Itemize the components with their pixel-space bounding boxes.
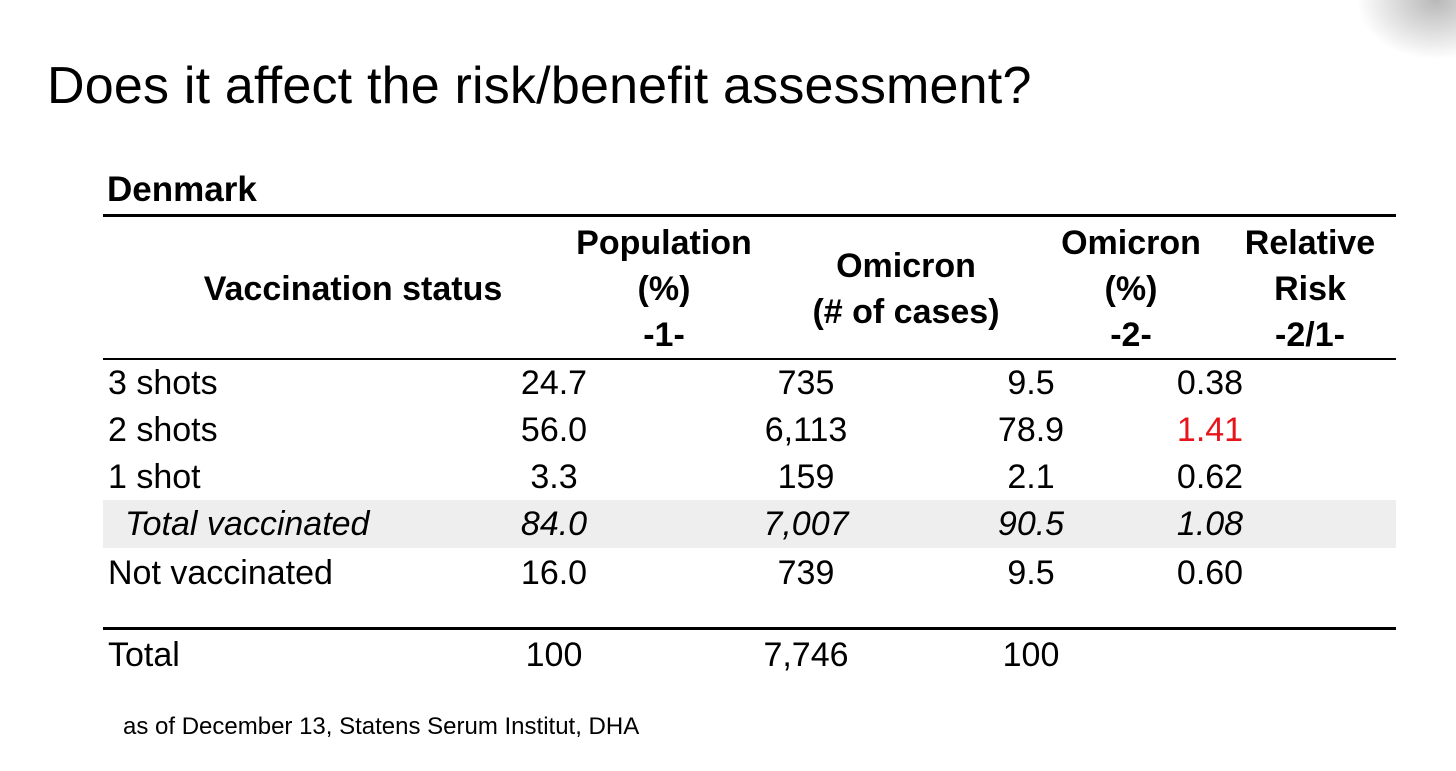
cell-population-percent: 16.0 [520, 554, 588, 592]
cell-omicron-cases: 739 [777, 554, 835, 592]
header-population-line-2: (%) [637, 270, 691, 308]
table-header-rule [103, 358, 1396, 360]
header-relative-risk-line-1: Relative [1244, 224, 1376, 262]
table-row: Not vaccinated 16.0 739 9.5 0.60 [103, 549, 1396, 597]
header-omicron-percent-line-2: (%) [1104, 270, 1158, 308]
slide-title: Does it affect the risk/benefit assessme… [47, 57, 1032, 115]
header-relative-risk-line-2: Risk [1274, 270, 1346, 308]
header-relative-risk: Relative Risk -2/1- [1210, 220, 1410, 358]
cell-vaccination-status: 3 shots [108, 364, 218, 402]
cell-relative-risk: 0.38 [1176, 364, 1244, 402]
header-vaccination-status-line-1: Vaccination status [203, 270, 503, 308]
cell-total-cases: 7,746 [763, 636, 849, 674]
header-omicron-percent: Omicron (%) -2- [1031, 220, 1231, 358]
cell-total-relative-risk [1110, 631, 1310, 679]
header-population: Population (%) -1- [544, 220, 784, 358]
cell-population-percent: 3.3 [530, 458, 578, 496]
cell-relative-risk: 1.08 [1176, 505, 1244, 543]
cell-omicron-percent: 78.9 [997, 411, 1065, 449]
cell-population-percent: 56.0 [520, 411, 588, 449]
table-top-rule [103, 214, 1396, 217]
table-row-subtotal: Total vaccinated 84.0 7,007 90.5 1.08 [103, 500, 1396, 548]
cell-omicron-cases: 6,113 [764, 411, 848, 449]
cell-omicron-percent: 9.5 [1007, 364, 1055, 402]
cell-vaccination-status: 1 shot [108, 458, 201, 496]
table-caption-country: Denmark [107, 170, 257, 209]
cell-population-percent: 84.0 [520, 505, 588, 543]
cell-vaccination-status: 2 shots [108, 411, 218, 449]
header-omicron-percent-line-3: -2- [1110, 316, 1152, 354]
header-relative-risk-line-3: -2/1- [1275, 316, 1345, 354]
table-row: 1 shot 3.3 159 2.1 0.62 [103, 453, 1396, 501]
table-row: 3 shots 24.7 735 9.5 0.38 [103, 359, 1396, 407]
table-row: 2 shots 56.0 6,113 78.9 1.41 [103, 406, 1396, 454]
cell-omicron-percent: 90.5 [997, 505, 1065, 543]
table-total-rule [103, 627, 1396, 630]
cell-population-percent: 24.7 [520, 364, 588, 402]
cell-omicron-cases: 7,007 [763, 505, 849, 543]
cell-relative-risk: 0.62 [1176, 458, 1244, 496]
header-omicron-cases-line-2: (# of cases) [812, 293, 1000, 331]
corner-shadow [1356, 0, 1456, 60]
cell-vaccination-status: Not vaccinated [108, 554, 333, 592]
cell-omicron-cases: 159 [777, 458, 835, 496]
cell-vaccination-status: Total vaccinated [125, 505, 370, 543]
source-footnote: as of December 13, Statens Serum Institu… [123, 713, 640, 740]
cell-total-population: 100 [525, 636, 583, 674]
header-omicron-cases-line-1: Omicron [836, 247, 976, 285]
table-row-total: Total 100 7,746 100 [103, 631, 1396, 679]
header-population-line-3: -1- [643, 316, 685, 354]
cell-omicron-percent: 2.1 [1007, 458, 1055, 496]
header-omicron-cases: Omicron (# of cases) [776, 243, 1036, 335]
cell-omicron-percent: 9.5 [1007, 554, 1055, 592]
cell-total-omicron-percent: 100 [1002, 636, 1060, 674]
cell-total-label: Total [108, 636, 180, 674]
header-vaccination-status: Vaccination status [103, 266, 603, 312]
header-omicron-percent-line-1: Omicron [1061, 224, 1201, 262]
cell-omicron-cases: 735 [777, 364, 835, 402]
header-population-line-1: Population [576, 224, 752, 262]
cell-relative-risk: 0.60 [1176, 554, 1244, 592]
cell-relative-risk-highlighted: 1.41 [1176, 411, 1244, 449]
